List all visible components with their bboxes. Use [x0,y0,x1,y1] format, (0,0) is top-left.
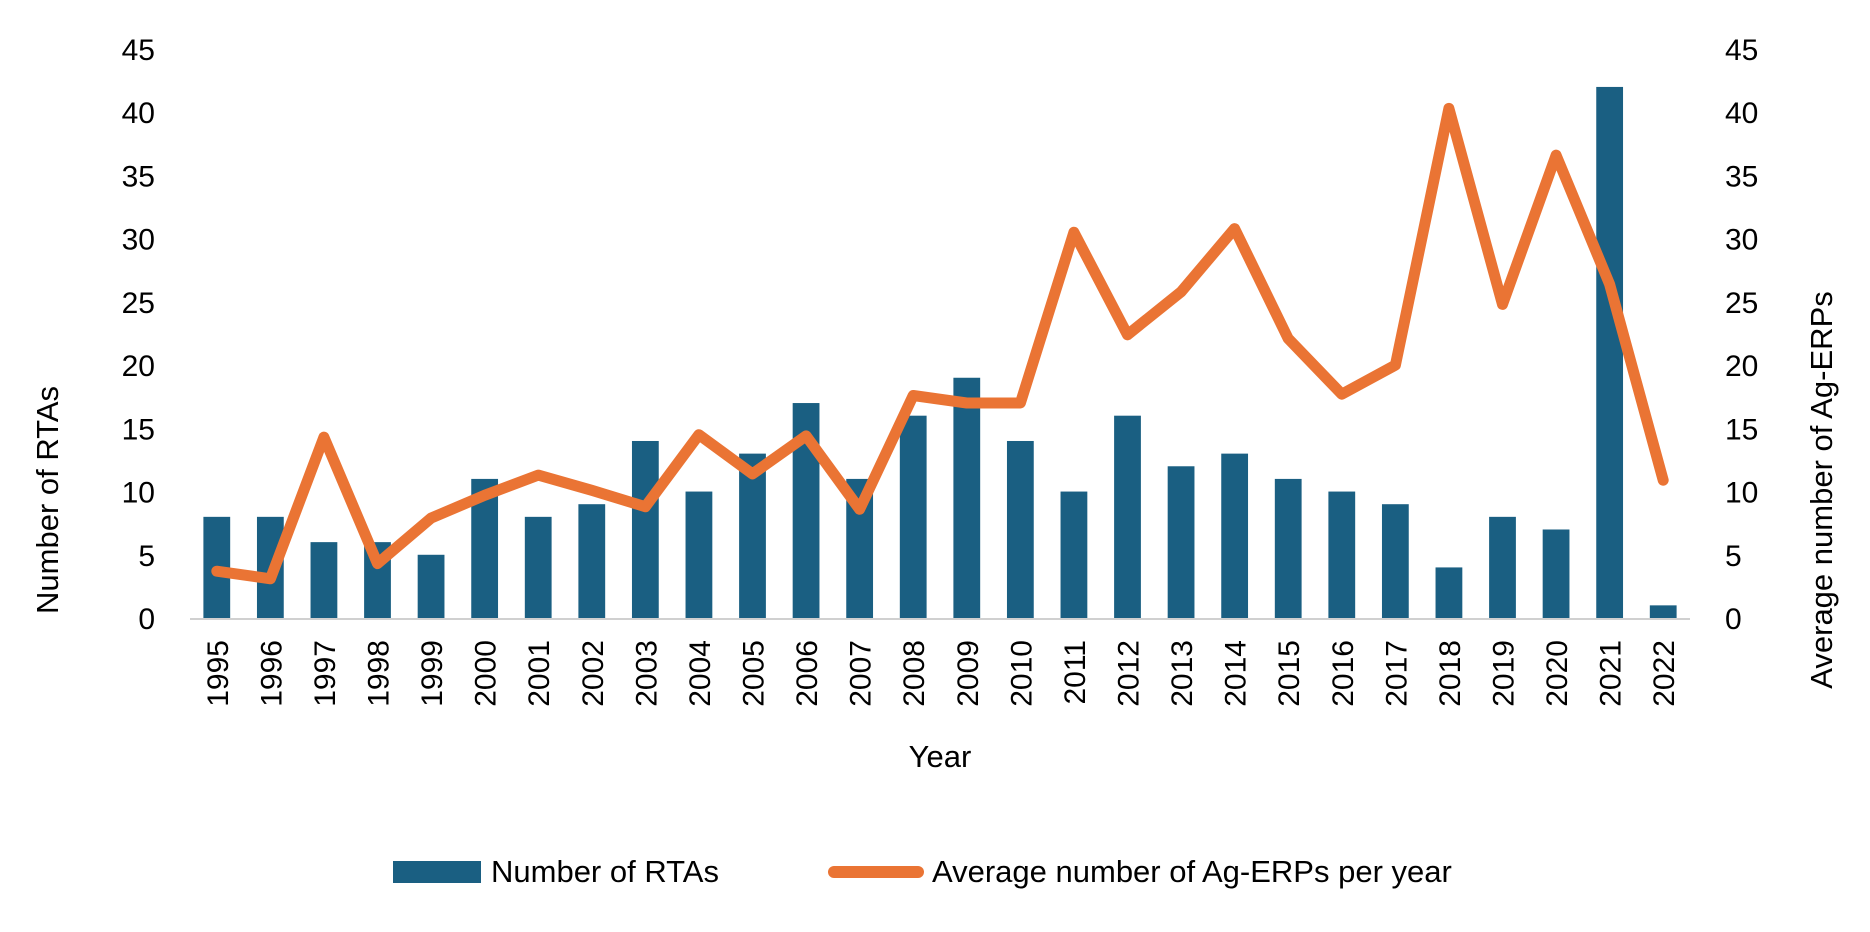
bar-2016 [1328,491,1356,618]
y-tick-label-left: 45 [122,34,155,67]
y-tick-label-left: 25 [122,287,155,320]
x-tick-label: 2001 [523,640,556,707]
y-tick-label-right: 45 [1725,34,1758,67]
bar-2021 [1596,86,1624,618]
bar-2017 [1381,504,1409,618]
bar-series-rtas [203,86,1677,618]
x-tick-label: 1998 [363,640,396,707]
x-tick-label: 2004 [684,640,717,707]
y-tick-label-right: 10 [1725,477,1758,510]
x-tick-label: 2003 [630,640,663,707]
bar-2008 [899,415,927,618]
legend: Number of RTAs Average number of Ag-ERPs… [0,850,1870,894]
x-axis-title: Year [909,739,972,774]
x-tick-label: 2017 [1380,640,1413,707]
y-axis-left-ticks: 0 5 10 15 20 25 30 35 40 45 [122,34,155,636]
y-tick-label-right: 30 [1725,224,1758,257]
x-tick-label: 2016 [1327,640,1360,707]
line-series-ag-erps [211,102,1669,585]
y-tick-label-left: 0 [138,603,155,636]
x-tick-label: 2015 [1273,640,1306,707]
x-axis-ticks: 1995 1996 1997 1998 1999 2000 2001 2002 2003 2004… [202,640,1681,707]
x-tick-label: 2014 [1220,640,1253,707]
bar-1997 [310,542,338,618]
line-path [211,102,1669,585]
legend-line-swatch-icon [828,866,924,878]
y-tick-label-left: 10 [122,477,155,510]
x-tick-label: 2012 [1113,640,1146,707]
bar-2003 [631,440,659,618]
legend-label: Number of RTAs [491,854,719,889]
y-tick-label-left: 40 [122,97,155,130]
bar-2018 [1435,567,1463,618]
bar-2001 [524,516,552,618]
x-tick-label: 2020 [1541,640,1574,707]
legend-item-rtas[interactable]: Number of RTAs [393,850,719,894]
x-tick-label: 1995 [202,640,235,707]
bar-2009 [953,377,981,618]
legend-item-ag-erps[interactable]: Average number of Ag-ERPs per year [828,850,1452,894]
x-tick-label: 2013 [1166,640,1199,707]
x-tick-label: 2008 [898,640,931,707]
legend-label: Average number of Ag-ERPs per year [932,854,1452,889]
y-axis-right-ticks: 0 5 10 15 20 25 30 35 40 45 [1725,34,1758,636]
x-tick-label: 2002 [577,640,610,707]
y-tick-label-left: 5 [138,540,155,573]
bar-2022 [1649,605,1677,618]
bar-2014 [1221,453,1249,618]
x-tick-label: 2010 [1005,640,1038,707]
bar-2015 [1274,478,1302,618]
x-tick-label: 1999 [416,640,449,707]
bar-2005 [739,453,766,618]
x-tick-label: 2005 [738,640,771,707]
x-tick-label: 1996 [255,640,288,707]
x-tick-label: 1997 [309,640,342,707]
y-tick-label-right: 35 [1725,160,1758,193]
y-axis-left-title: Number of RTAs [30,386,65,614]
bar-2004 [685,491,713,618]
legend-bar-swatch-icon [393,861,481,883]
y-axis-right-title: Average number of Ag-ERPs [1804,291,1839,688]
x-tick-label: 2018 [1434,640,1467,707]
y-tick-label-left: 35 [122,160,155,193]
bar-2020 [1542,529,1570,618]
y-tick-label-right: 25 [1725,287,1758,320]
bar-2002 [578,504,606,618]
bar-2012 [1114,415,1141,618]
x-tick-label: 2000 [470,640,503,707]
x-tick-label: 2021 [1595,640,1628,707]
bar-2019 [1489,516,1516,618]
bar-2011 [1060,491,1088,618]
x-tick-label: 2011 [1059,640,1092,705]
bar-2013 [1167,466,1195,618]
y-tick-label-left: 20 [122,350,155,383]
bar-1999 [417,554,445,618]
y-tick-label-left: 15 [122,413,155,446]
x-tick-label: 2006 [791,640,824,707]
x-tick-label: 2007 [845,640,878,707]
x-tick-label: 2019 [1488,640,1521,707]
x-tick-label: 2022 [1648,640,1681,707]
y-tick-label-right: 15 [1725,413,1758,446]
y-tick-label-right: 40 [1725,97,1758,130]
y-tick-label-right: 20 [1725,350,1758,383]
x-tick-label: 2009 [952,640,985,707]
bar-2010 [1006,440,1034,618]
y-tick-label-left: 30 [122,224,155,257]
y-tick-label-right: 5 [1725,540,1742,573]
y-tick-label-right: 0 [1725,603,1742,636]
